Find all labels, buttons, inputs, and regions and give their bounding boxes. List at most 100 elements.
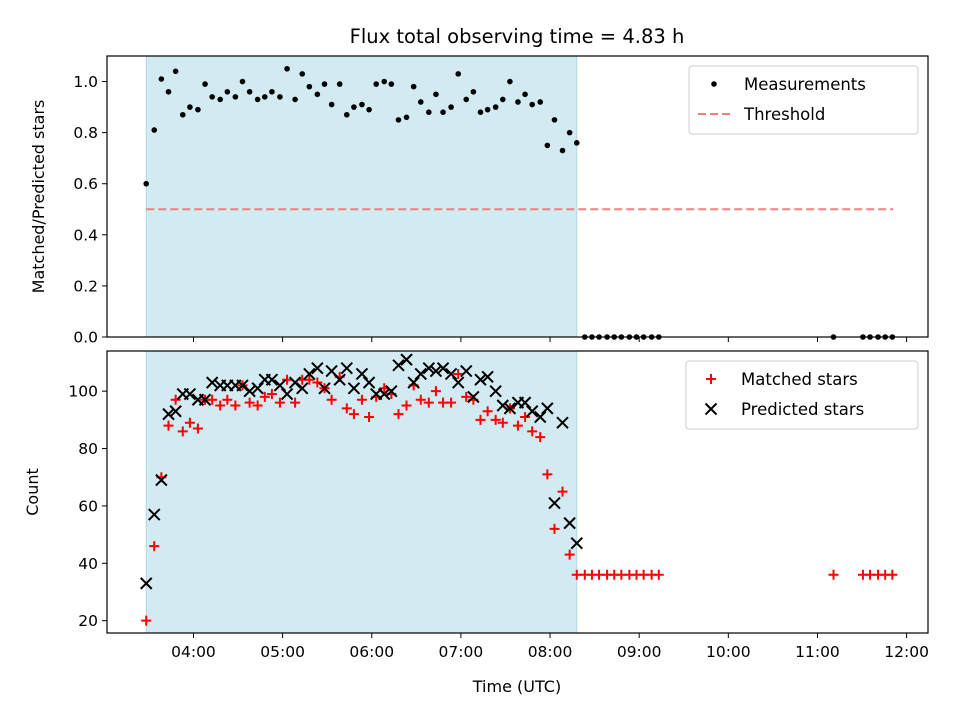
measurement-point — [433, 91, 439, 98]
y-tick-label: 0.8 — [73, 124, 98, 142]
measurement-point — [254, 96, 261, 103]
predicted-point — [704, 402, 718, 416]
measurement-point — [477, 109, 484, 115]
measurement-point — [388, 81, 395, 87]
predicted-point — [198, 393, 212, 406]
axes-frame — [106, 55, 929, 338]
matched-point — [564, 549, 575, 560]
measurement-point — [277, 94, 283, 100]
measurement-point — [395, 117, 402, 123]
matched-point — [222, 394, 233, 405]
predicted-point — [280, 387, 294, 401]
measurement-point — [187, 104, 193, 110]
x-tick-label: 08:00 — [528, 643, 573, 661]
predicted-point — [205, 376, 219, 389]
matched-point — [244, 397, 255, 408]
matched-point — [230, 400, 241, 411]
measurement-point — [573, 140, 580, 146]
measurement-point — [484, 106, 491, 113]
measurement-point — [143, 180, 150, 187]
predicted-point — [318, 382, 331, 395]
y-tick-label: 0.6 — [73, 175, 98, 193]
measurement-point — [410, 83, 417, 90]
matched-point — [170, 394, 181, 405]
predicted-point — [460, 364, 473, 378]
predicted-point — [355, 367, 369, 381]
matched-point — [461, 391, 472, 402]
predicted-point — [311, 362, 324, 375]
matched-point — [393, 409, 404, 420]
matched-point — [326, 394, 337, 405]
predicted-point — [556, 416, 569, 429]
measurement-point — [522, 91, 528, 98]
measurement-point — [463, 96, 470, 103]
y-axis-label: Matched/Predicted stars — [29, 100, 48, 294]
matched-point — [527, 426, 538, 437]
matched-point — [453, 368, 464, 379]
x-tick-label: 12:00 — [884, 643, 929, 661]
chart-title: Flux total observing time = 4.83 h — [350, 25, 685, 48]
predicted-point — [162, 407, 175, 421]
predicted-point — [333, 373, 346, 386]
measurement-point — [403, 114, 410, 121]
matched-point — [348, 409, 359, 420]
legend-label: Matched stars — [741, 370, 858, 389]
measurement-point — [224, 88, 231, 95]
measurement-point — [314, 91, 321, 98]
predicted-point — [422, 362, 436, 375]
matched-point — [542, 469, 553, 480]
predicted-point — [452, 376, 465, 389]
matched-point — [828, 569, 839, 580]
predicted-point — [148, 508, 161, 521]
x-tick-label: 10:00 — [706, 643, 751, 661]
predicted-point — [526, 405, 539, 418]
measurement-point — [306, 83, 313, 90]
measurement-point — [470, 88, 477, 95]
measurement-point — [359, 101, 365, 108]
measurement-point — [440, 109, 446, 115]
observing-window — [146, 351, 577, 633]
measurement-point — [165, 88, 172, 95]
matched-point — [557, 486, 568, 497]
matched-point — [430, 386, 441, 397]
matched-point — [401, 400, 412, 411]
matched-point — [446, 397, 457, 408]
predicted-point — [481, 370, 494, 384]
measurement-point — [515, 99, 521, 105]
matched-point — [415, 394, 426, 405]
measurement-point — [202, 81, 208, 87]
measurement-point — [559, 147, 566, 154]
y-tick-label: 1.0 — [73, 73, 98, 91]
measurement-point — [232, 94, 239, 100]
matched-point — [356, 394, 367, 405]
matched-point — [512, 420, 523, 431]
series-matched-stars — [141, 368, 898, 626]
x-tick-label: 09:00 — [617, 643, 662, 661]
measurement-point — [292, 96, 298, 103]
measurement-point — [499, 96, 506, 103]
measurement-point — [239, 78, 246, 85]
top-panel: 0.0 0.2 0.4 0.6 0.8 1.0 Matched/Predicted star… — [29, 55, 929, 347]
matched-point — [520, 411, 531, 422]
measurement-point — [529, 101, 536, 108]
y-axis-label: Count — [23, 468, 42, 516]
predicted-point — [400, 353, 413, 366]
x-tick-label: 06:00 — [349, 643, 394, 661]
series-predicted-stars — [140, 353, 583, 590]
measurement-point — [551, 117, 558, 123]
predicted-point — [183, 387, 197, 401]
matched-point — [215, 400, 226, 411]
predicted-point — [496, 399, 509, 412]
measurement-point — [448, 104, 454, 110]
measurement-point — [217, 96, 224, 103]
matched-point — [341, 403, 352, 414]
measurement-point — [351, 104, 357, 110]
predicted-point — [444, 367, 458, 381]
matched-point — [364, 411, 375, 422]
predicted-point — [362, 376, 376, 389]
measurement-point — [537, 99, 544, 105]
predicted-point — [265, 373, 279, 386]
matched-point — [192, 423, 203, 434]
predicted-point — [467, 390, 480, 404]
